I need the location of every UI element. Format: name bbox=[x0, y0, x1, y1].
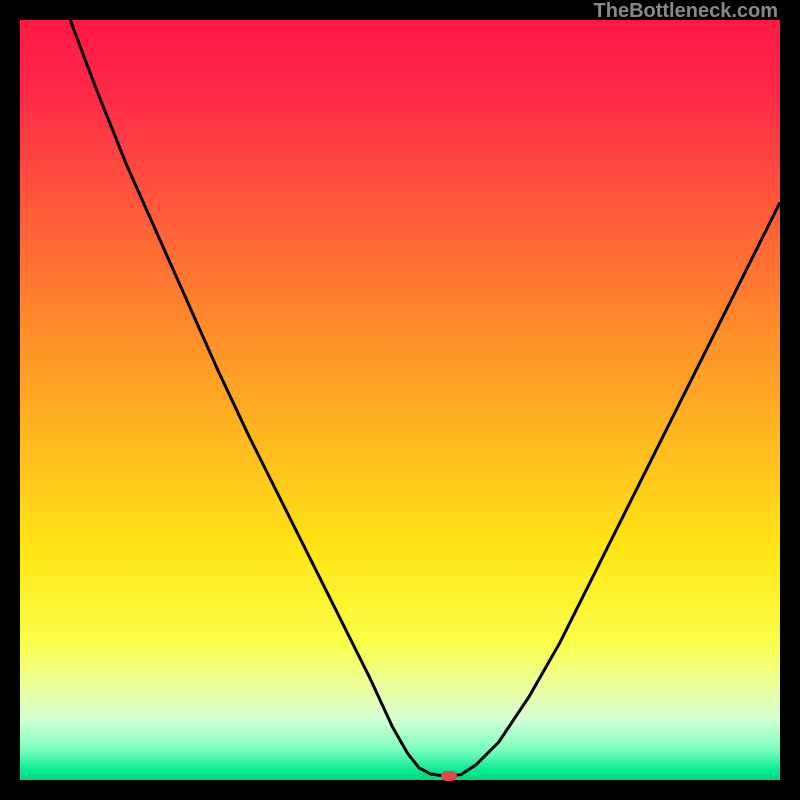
minimum-marker bbox=[441, 771, 457, 781]
plot-area bbox=[20, 20, 780, 780]
attribution-text: TheBottleneck.com bbox=[594, 0, 778, 23]
curve-line bbox=[20, 20, 780, 780]
